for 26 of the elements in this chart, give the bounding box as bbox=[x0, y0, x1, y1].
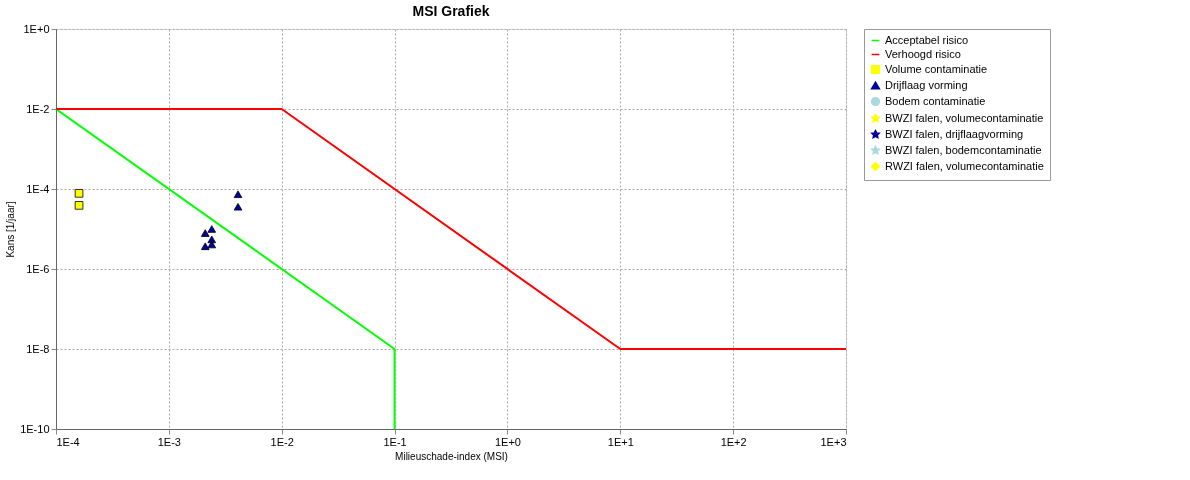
x-tick-label: 1E-1 bbox=[383, 435, 407, 448]
legend-label: BWZI falen, bodemcontaminatie bbox=[885, 143, 1042, 156]
y-tick-label: 1E-8 bbox=[26, 342, 50, 355]
x-tick-label: 1E+1 bbox=[607, 435, 634, 448]
legend-label: BWZI falen, volumecontaminatie bbox=[885, 111, 1044, 124]
y-tick-label: 1E-4 bbox=[26, 182, 50, 195]
legend-label: Verhoogd risico bbox=[885, 47, 961, 60]
y-tick-label: 1E-2 bbox=[26, 102, 50, 115]
x-tick-label: 1E-4 bbox=[56, 435, 80, 448]
x-tick-label: 1E+0 bbox=[494, 435, 521, 448]
legend-label: Acceptabel risico bbox=[885, 33, 969, 46]
y-tick-label: 1E+0 bbox=[23, 22, 50, 35]
y-axis-title: Kans [1/jaar] bbox=[5, 201, 17, 258]
x-tick-label: 1E+3 bbox=[820, 435, 847, 448]
chart-title: MSI Grafiek bbox=[412, 3, 490, 19]
x-axis-title: Milieuschade-index (MSI) bbox=[395, 450, 508, 462]
legend-label: Bodem contaminatie bbox=[885, 94, 986, 107]
x-tick-label: 1E-2 bbox=[270, 435, 294, 448]
x-tick-label: 1E-3 bbox=[157, 435, 181, 448]
x-tick-label: 1E+2 bbox=[720, 435, 747, 448]
y-tick-label: 1E-10 bbox=[20, 422, 50, 435]
legend-label: BWZI falen, drijflaagvorming bbox=[885, 127, 1024, 140]
y-tick-label: 1E-6 bbox=[26, 262, 50, 275]
legend-label: Volume contaminatie bbox=[885, 62, 988, 75]
legend-label: RWZI falen, volumecontaminatie bbox=[885, 159, 1044, 172]
legend-label: Drijflaag vorming bbox=[885, 78, 968, 91]
